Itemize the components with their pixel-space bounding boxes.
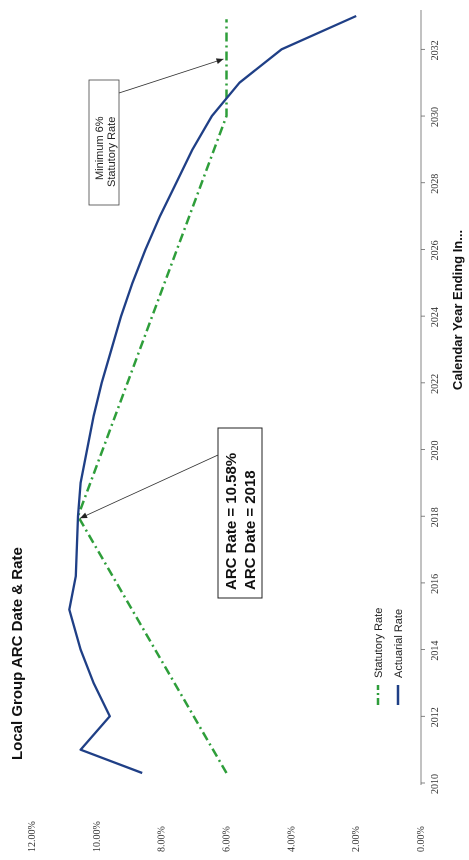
chart-title: Local Group ARC Date & Rate	[9, 547, 26, 760]
annotation-arc-box	[217, 427, 263, 599]
arrowhead	[80, 512, 88, 519]
annotation-arc-line-1: ARC Rate = 10.58%	[223, 453, 240, 590]
series-layer	[68, 14, 357, 775]
y-axis: 0.00% 2.00% 4.00% 6.00% 8.00% 10.00% 12.00%	[27, 821, 427, 852]
y-tick-label: 10.00%	[92, 821, 103, 852]
annotation-arc-arrow	[79, 454, 219, 519]
y-tick-label: 6.00%	[222, 826, 233, 852]
x-axis: 2010 2012 2014 2016 2018 2020 2022 2024 2026 2028…	[421, 40, 441, 794]
y-tick-label: 12.00%	[27, 821, 38, 852]
y-tick-label: 4.00%	[286, 826, 297, 852]
annotation-minimum: Minimum 6% Statutory Rate	[88, 58, 224, 206]
series-line-actuarial	[68, 14, 357, 775]
x-tick-label: 2018	[430, 507, 441, 527]
annotation-minimum-line-2: Statutory Rate	[106, 117, 118, 187]
x-tick-label: 2030	[430, 107, 441, 127]
y-tick-label: 2.00%	[351, 826, 362, 852]
legend: Statutory Rate Actuarial Rate	[373, 608, 405, 705]
x-tick-label: 2024	[430, 307, 441, 327]
legend-label-actuarial: Actuarial Rate	[393, 609, 405, 678]
x-tick-label: 2014	[430, 641, 441, 661]
x-tick-label: 2012	[430, 707, 441, 727]
x-tick-label: 2022	[430, 374, 441, 394]
x-tick-label: 2016	[430, 574, 441, 594]
annotation-minimum-arrow	[118, 58, 224, 94]
series-line-statutory	[76, 19, 228, 774]
legend-label-statutory: Statutory Rate	[373, 608, 385, 678]
x-tick-label: 2028	[430, 174, 441, 194]
x-tick-label: 2020	[430, 441, 441, 461]
x-tick-label: 2026	[430, 240, 441, 260]
y-tick-label: 0.00%	[416, 826, 427, 852]
annotation-arc: ARC Rate = 10.58% ARC Date = 2018	[79, 427, 263, 599]
x-tick-label: 2010	[430, 774, 441, 794]
x-axis-label: Calendar Year Ending In...	[450, 230, 465, 390]
x-tick-label: 2032	[430, 40, 441, 60]
y-tick-label: 8.00%	[157, 826, 168, 852]
arrowhead	[215, 58, 224, 65]
annotation-minimum-line-1: Minimum 6%	[94, 116, 106, 180]
annotation-minimum-box	[88, 79, 120, 206]
annotation-arc-line-2: ARC Date = 2018	[242, 470, 259, 590]
